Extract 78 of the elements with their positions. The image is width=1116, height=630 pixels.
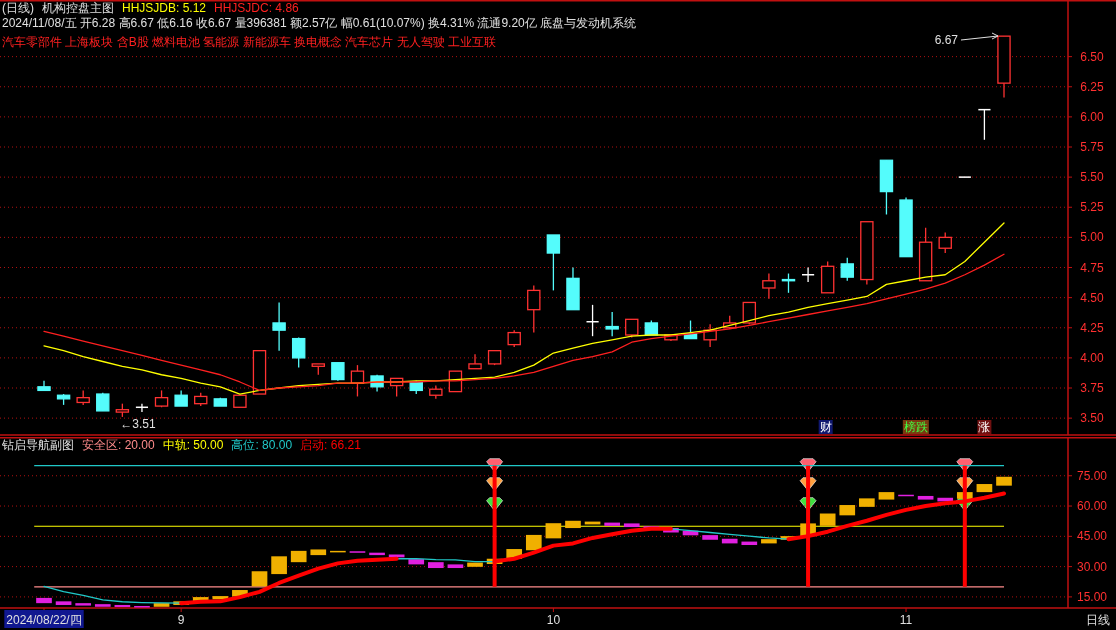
candlestick [840, 257, 854, 282]
candlestick [468, 353, 482, 370]
annotation: 财 [819, 420, 832, 434]
annotation: ←3.51 [120, 417, 157, 431]
bar [36, 597, 52, 604]
legend-title: 机构控盘主图 [42, 1, 114, 15]
y-tick-label: 4.50 [1080, 290, 1104, 305]
bar [565, 520, 581, 529]
candlestick [527, 284, 541, 334]
y-tick-label: 4.25 [1080, 320, 1104, 335]
bar [408, 559, 425, 565]
line-series [43, 253, 1005, 392]
bar [310, 549, 327, 556]
annotation: 6.67 [934, 33, 959, 47]
ref-line-label: 安全区: 20.00 [82, 438, 156, 452]
y-tick-label: 3.50 [1080, 411, 1104, 426]
y-tick-label: 4.00 [1080, 350, 1104, 365]
ref-line-label: 中轨: 50.00 [162, 438, 224, 452]
candlestick [272, 301, 286, 352]
bar [75, 603, 92, 606]
text: 日线 [1086, 613, 1110, 627]
x-tick-label: 2024/08/22/四 [6, 613, 82, 627]
y-tick-label: 5.00 [1080, 230, 1104, 245]
bar [623, 523, 640, 528]
annotation: 榜跌 [903, 420, 928, 434]
y-tick-label: 6.00 [1080, 109, 1104, 124]
y-tick-label: 60.00 [1076, 499, 1108, 514]
y-tick-label: 75.00 [1076, 468, 1108, 483]
bar [761, 539, 777, 544]
bar [996, 476, 1012, 486]
bar [545, 523, 562, 539]
y-tick-label: 45.00 [1076, 529, 1108, 544]
y-tick-label: 15.00 [1076, 589, 1108, 604]
bar [428, 562, 444, 569]
ref-line-label: 高位: 80.00 [231, 438, 293, 452]
bar [604, 522, 620, 526]
y-tick-label: 3.75 [1080, 381, 1104, 396]
x-tick-label: 11 [899, 613, 913, 627]
candlestick [546, 234, 561, 292]
bar [702, 535, 718, 540]
bar [388, 554, 405, 558]
x-tick-label: 10 [546, 613, 561, 627]
candlestick [762, 272, 776, 300]
bar [447, 564, 464, 569]
y-tick-label: 6.25 [1080, 79, 1104, 94]
y-tick-label: 5.50 [1080, 170, 1104, 185]
bar [467, 562, 483, 567]
bar [55, 601, 72, 605]
bar [251, 571, 268, 587]
bar [114, 604, 131, 607]
bar [525, 534, 542, 551]
annotation: 涨 [978, 420, 991, 434]
bar [859, 498, 875, 507]
candlestick [331, 362, 345, 382]
chart-title: (日线) [2, 1, 34, 15]
bar [819, 513, 836, 526]
candlestick [291, 336, 306, 369]
y-tick-label: 6.50 [1080, 49, 1104, 64]
text: HHJSJDC: 4.86 [214, 1, 300, 15]
bar [94, 604, 111, 607]
y-tick-label: 30.00 [1076, 559, 1108, 574]
bar [271, 556, 287, 575]
text: 启动: 66.21 [300, 438, 362, 452]
bar [878, 492, 895, 500]
y-tick-label: 5.75 [1080, 140, 1104, 155]
bar [839, 505, 856, 516]
y-tick-label: 4.75 [1080, 260, 1104, 275]
annotation: 汽车零部件 上海板块 含B股 燃料电池 氢能源 新能源车 换电概念 汽车芯片 无人驾驶 工业互联 [2, 35, 497, 49]
text: HHJSJDB: 5.12 [122, 1, 207, 15]
candlestick [350, 364, 365, 398]
candlestick [605, 311, 619, 337]
bar [917, 495, 934, 500]
y-tick-label: 5.25 [1080, 200, 1104, 215]
bar [290, 550, 307, 563]
chart-title: 钻启导航副图 [1, 438, 74, 452]
candlestick [938, 231, 952, 254]
x-tick-label: 9 [177, 613, 185, 627]
text: 2024/11/08/五 开6.28 高6.67 低6.16 收6.67 量396381 额2.57亿 幅0.61(10.07%) 换4.31% 流通9.20亿 底盘与发动机系统 [2, 16, 637, 30]
